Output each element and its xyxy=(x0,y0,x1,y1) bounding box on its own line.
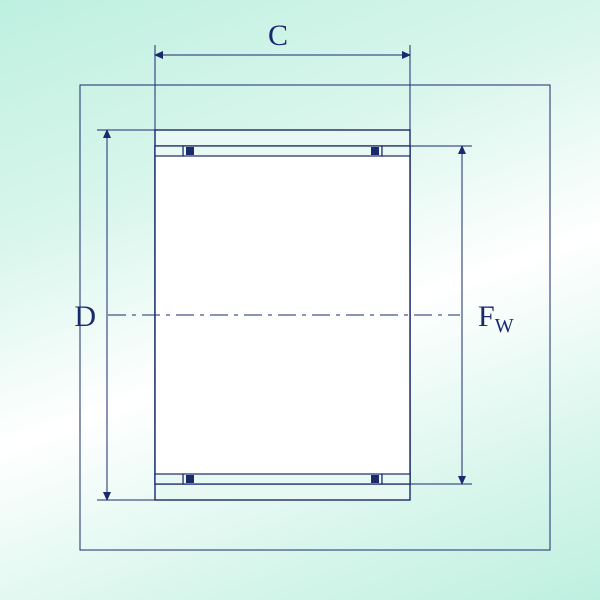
label-fw: FW xyxy=(478,300,514,337)
label-d: D xyxy=(74,300,96,333)
label-fw-main: F xyxy=(478,300,495,333)
roller-tl xyxy=(186,147,194,155)
side-wall-right-bottom xyxy=(382,474,410,484)
side-wall-left-top xyxy=(155,146,183,156)
roller-bl xyxy=(186,475,194,483)
side-wall-left-bottom xyxy=(155,474,183,484)
label-fw-sub: W xyxy=(495,315,514,337)
label-c: C xyxy=(268,19,288,52)
bearing-diagram-svg: C D FW xyxy=(0,0,600,600)
bottom-cage-cavity xyxy=(183,474,382,484)
roller-tr xyxy=(371,147,379,155)
roller-br xyxy=(371,475,379,483)
side-wall-right-top xyxy=(382,146,410,156)
diagram-canvas: C D FW xyxy=(0,0,600,600)
top-cage-cavity xyxy=(183,146,382,156)
